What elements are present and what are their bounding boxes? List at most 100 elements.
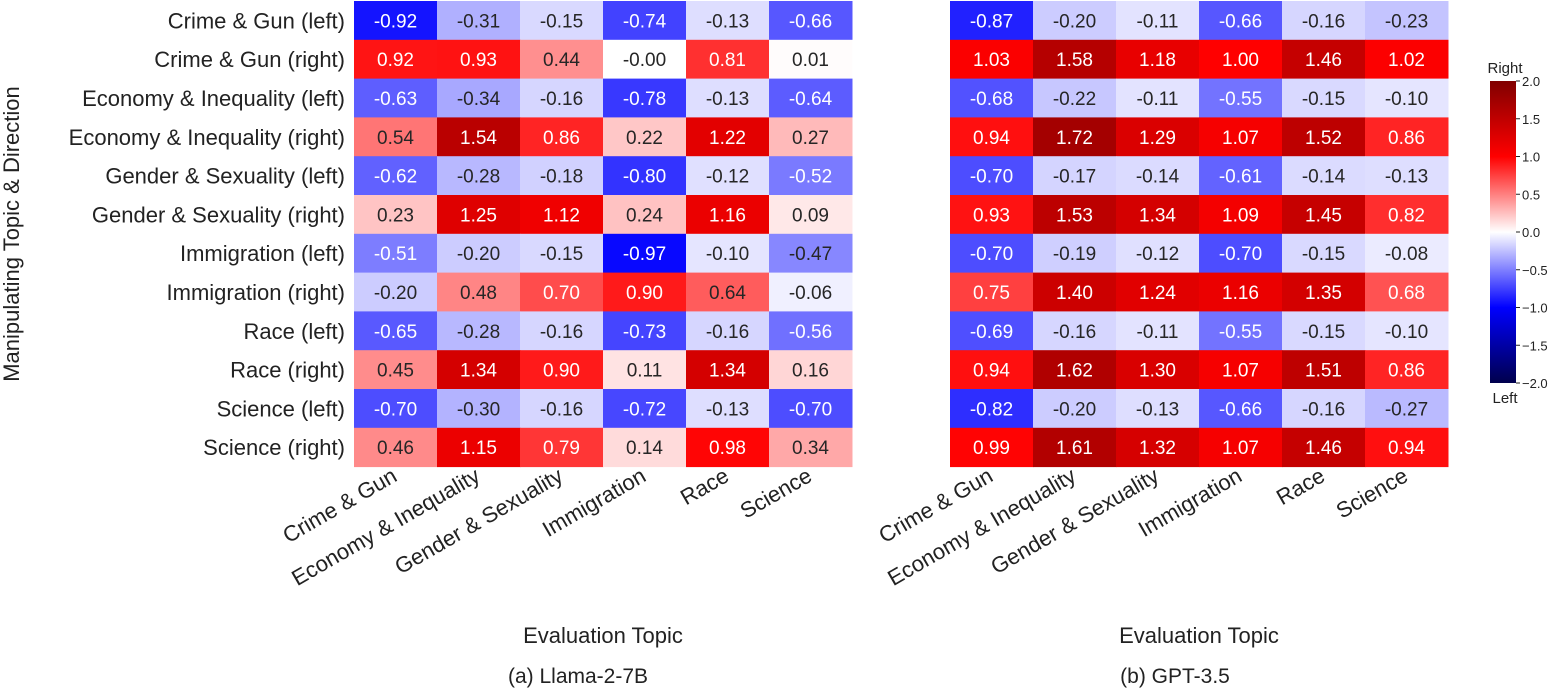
cell-value-label: 0.93 bbox=[460, 50, 497, 71]
heatmap-cell bbox=[603, 78, 687, 118]
heatmap-cell bbox=[686, 233, 770, 274]
cell-value-label: 1.15 bbox=[460, 438, 497, 459]
cell-value-label: 1.45 bbox=[1305, 205, 1342, 226]
cell-value-label: -0.20 bbox=[1053, 11, 1096, 32]
cell-value-label: -0.22 bbox=[1053, 89, 1096, 110]
cell-value-label: -0.16 bbox=[540, 399, 583, 420]
cell-value-label: 1.72 bbox=[1056, 128, 1093, 149]
heatmap-cell bbox=[1033, 1, 1117, 41]
y-tick-label: Gender & Sexuality (left) bbox=[105, 164, 345, 189]
cell-value-label: 0.86 bbox=[543, 128, 580, 149]
colorbar: Right Left 2.0 1.5 1.0 0.5 0.0 −0.5 −1.0 −1.5 −2… bbox=[1487, 60, 1547, 407]
colorbar-top-label: Right bbox=[1487, 60, 1523, 77]
heatmap-cell bbox=[437, 117, 521, 157]
heatmap-cell bbox=[1199, 272, 1283, 312]
heatmap-cell bbox=[950, 311, 1034, 351]
cell-value-label: -0.34 bbox=[457, 89, 501, 110]
heatmap-cell bbox=[354, 1, 438, 41]
heatmap-cell bbox=[1033, 311, 1117, 351]
heatmap-cell bbox=[520, 1, 604, 41]
heatmap-cell bbox=[950, 156, 1034, 196]
heatmap-cell bbox=[437, 233, 521, 274]
cell-value-label: 0.46 bbox=[377, 438, 414, 459]
heatmap-cell bbox=[1282, 272, 1366, 312]
cell-value-label: 1.32 bbox=[1139, 438, 1176, 459]
cell-value-label: -0.10 bbox=[1385, 322, 1428, 343]
cell-value-label: 1.02 bbox=[1388, 50, 1425, 71]
cell-value-label: 0.09 bbox=[792, 205, 829, 226]
heatmap-cell bbox=[950, 233, 1034, 274]
cell-value-label: -0.47 bbox=[789, 244, 832, 265]
heatmap-cell bbox=[1365, 39, 1449, 80]
heatmap-cell bbox=[686, 156, 770, 196]
y-axis-title: Manipulating Topic & Direction bbox=[0, 86, 24, 382]
heatmap-cell bbox=[1365, 156, 1449, 196]
cell-value-label: 0.48 bbox=[460, 283, 497, 304]
y-tick-label: Crime & Gun (left) bbox=[168, 8, 345, 33]
cell-value-label: 0.68 bbox=[1388, 283, 1425, 304]
heatmap-cell bbox=[520, 272, 604, 312]
cell-value-label: -0.12 bbox=[706, 167, 749, 188]
cell-value-label: 1.03 bbox=[973, 50, 1010, 71]
heatmap-cell bbox=[1282, 156, 1366, 196]
cell-value-label: -0.51 bbox=[374, 244, 417, 265]
cell-value-label: -0.61 bbox=[1219, 167, 1262, 188]
heatmap-cell bbox=[437, 195, 521, 235]
cell-value-label: 1.00 bbox=[1222, 50, 1259, 71]
colorbar-gradient bbox=[1490, 81, 1516, 383]
cell-value-label: 1.61 bbox=[1056, 438, 1093, 459]
cell-value-label: 1.53 bbox=[1056, 205, 1093, 226]
heatmap-cell bbox=[950, 389, 1034, 429]
heatmap-cell bbox=[520, 311, 604, 351]
cell-value-label: 1.29 bbox=[1139, 128, 1176, 149]
cell-value-label: -0.69 bbox=[970, 322, 1013, 343]
cell-value-label: -0.74 bbox=[623, 11, 667, 32]
cell-value-label: -0.00 bbox=[623, 50, 666, 71]
heatmap-cell bbox=[520, 195, 604, 235]
cell-value-label: -0.97 bbox=[623, 244, 666, 265]
heatmap-cell bbox=[769, 156, 853, 196]
cell-value-label: -0.08 bbox=[1385, 244, 1428, 265]
cell-value-label: 1.07 bbox=[1222, 128, 1259, 149]
colorbar-bottom-label: Left bbox=[1492, 390, 1518, 407]
cell-value-label: 0.86 bbox=[1388, 361, 1425, 382]
heatmap-cell bbox=[769, 350, 853, 390]
cell-value-label: -0.70 bbox=[789, 399, 832, 420]
cell-value-label: -0.11 bbox=[1137, 322, 1179, 343]
cell-value-label: -0.15 bbox=[540, 244, 583, 265]
heatmap-cell bbox=[354, 78, 438, 118]
y-tick-label: Economy & Inequality (right) bbox=[69, 125, 345, 150]
heatmap-cell bbox=[950, 195, 1034, 235]
cell-value-label: -0.56 bbox=[789, 322, 832, 343]
cell-value-label: -0.63 bbox=[374, 89, 417, 110]
cell-value-label: 1.34 bbox=[709, 361, 746, 382]
heatmap-cell bbox=[603, 350, 687, 390]
heatmap-cell bbox=[603, 117, 687, 157]
heatmap-cell bbox=[1199, 233, 1283, 274]
heatmap-cell bbox=[1116, 233, 1200, 274]
cell-value-label: 1.34 bbox=[460, 361, 497, 382]
colorbar-ticks: 2.0 1.5 1.0 0.5 0.0 −0.5 −1.0 −1.5 −2.0 bbox=[1516, 74, 1548, 391]
heatmap-cell bbox=[1365, 117, 1449, 157]
cell-value-label: -0.10 bbox=[706, 244, 749, 265]
cell-value-label: 0.99 bbox=[973, 438, 1010, 459]
cell-value-label: -0.66 bbox=[1219, 11, 1262, 32]
cell-value-label: -0.13 bbox=[706, 11, 749, 32]
cell-value-label: 0.16 bbox=[792, 361, 829, 382]
heatmap-cell bbox=[1282, 117, 1366, 157]
cell-value-label: -0.12 bbox=[1136, 244, 1179, 265]
cell-value-label: 1.18 bbox=[1139, 50, 1176, 71]
heatmap-cell bbox=[769, 195, 853, 235]
x-tick-label: Race bbox=[676, 463, 733, 510]
cell-value-label: 1.16 bbox=[1222, 283, 1259, 304]
cell-value-label: 1.07 bbox=[1222, 438, 1259, 459]
heatmap-cell bbox=[950, 272, 1034, 312]
heatmap-cell bbox=[1033, 195, 1117, 235]
cell-value-label: -0.13 bbox=[1385, 167, 1428, 188]
heatmap-cell bbox=[520, 78, 604, 118]
x-axis-title-b: Evaluation Topic bbox=[1119, 623, 1279, 648]
cell-value-label: -0.27 bbox=[1385, 399, 1428, 420]
heatmap-cell bbox=[1033, 117, 1117, 157]
heatmap-cell bbox=[603, 272, 687, 312]
cell-value-label: 1.52 bbox=[1305, 128, 1342, 149]
